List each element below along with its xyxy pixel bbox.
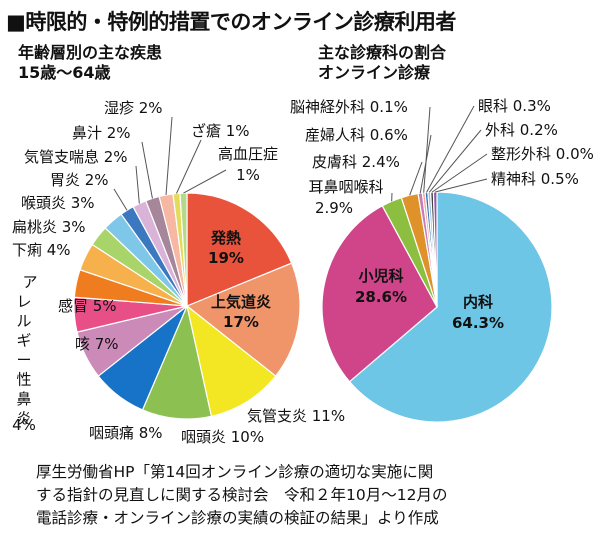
right-label-5-leader <box>423 106 431 193</box>
left-pie-slice-0 <box>186 192 293 307</box>
left-label-7-name-char-1: レ <box>16 293 31 311</box>
left-label-16-leader <box>183 169 227 194</box>
right-label-8-leader <box>431 153 488 193</box>
left-label-15-leader <box>176 139 202 194</box>
left-label-2-text: 気管支炎 11% <box>247 407 345 425</box>
left-label-14-leader <box>165 116 173 196</box>
right-label-0-name: 内科 <box>463 293 493 311</box>
left-chart-subtitle: 15歳〜64歳 <box>18 63 111 82</box>
right-chart-title: 主な診療科の割合 <box>318 43 447 62</box>
right-label-1-name: 小児科 <box>358 267 403 285</box>
left-label-14-text: 湿疹 2% <box>104 99 163 117</box>
left-label-12-text: 気管支喘息 2% <box>24 148 128 166</box>
left-label-7-value: 4% <box>12 416 36 434</box>
right-label-2-name: 耳鼻咽喉科 <box>308 178 383 196</box>
left-label-7-name-char-7: 炎 <box>16 410 31 428</box>
source-line-3: 電話診療・オンライン診療の実績の検証の結果」より作成 <box>36 509 439 527</box>
right-label-6-leader <box>426 105 475 193</box>
right-label-0-value: 64.3% <box>452 314 504 332</box>
left-label-16-name: 高血圧症 <box>218 145 278 163</box>
left-label-0-name: 発熱 <box>210 229 241 247</box>
left-label-8-text: 下痢 4% <box>12 241 71 259</box>
left-label-3-text: 咽頭炎 10% <box>181 428 264 446</box>
pie-labels: 発熱 19% 上気道炎 17% 気管支炎 11% 咽頭炎 10% 咽頭痛 8% 咳 7% 感冒 … <box>12 97 594 446</box>
left-pie-slice-16 <box>179 192 188 307</box>
right-label-9-leader <box>435 178 488 193</box>
left-label-7-name-char-5: 性 <box>16 371 31 389</box>
left-label-12-leader <box>135 165 140 204</box>
right-chart-subtitle: オンライン診療 <box>318 63 431 82</box>
left-label-6-text: 感冒 5% <box>58 297 117 315</box>
right-label-7-leader <box>428 129 482 193</box>
right-label-7-text: 外科 0.2% <box>485 121 558 139</box>
right-label-4-text: 産婦人科 0.6% <box>305 126 408 144</box>
left-label-11-leader <box>113 188 128 211</box>
left-label-7-name-char-3: ギ <box>16 332 31 350</box>
left-label-1-value: 17% <box>223 313 259 331</box>
left-pie-chart <box>73 192 301 420</box>
left-label-7-name-char-0: ア <box>22 273 37 291</box>
pie-charts: 発熱 19% 上気道炎 17% 気管支炎 11% 咽頭炎 10% 咽頭痛 8% 咳 7% 感冒 … <box>12 97 594 446</box>
left-label-16-value: 1% <box>236 166 260 184</box>
source-line-2: する指針の見直しに関する検討会 令和２年10月〜12月の <box>36 486 448 504</box>
left-label-1-name: 上気道炎 <box>211 293 271 311</box>
right-label-2-value: 2.9% <box>315 199 353 217</box>
left-label-5-text: 咳 7% <box>75 335 119 353</box>
right-label-8-text: 整形外科 0.0% <box>491 145 594 163</box>
left-label-10-text: 喉頭炎 3% <box>21 194 95 212</box>
left-label-15-text: ざ瘡 1% <box>191 122 250 140</box>
right-pie-slice-0 <box>348 191 553 423</box>
page-title: ■時限的・特例的措置でのオンライン診療利用者 <box>6 10 456 34</box>
left-label-7-name-char-6: 鼻 <box>16 390 31 408</box>
left-label-11-text: 胃炎 2% <box>50 171 109 189</box>
source-line-1: 厚生労働省HP「第14回オンライン診療の適切な実施に関 <box>36 463 434 481</box>
left-pie-slice-2 <box>186 304 277 418</box>
right-pie-chart <box>321 191 553 423</box>
left-label-13-leader <box>141 141 153 199</box>
source-note: 厚生労働省HP「第14回オンライン診療の適切な実施に関 する指針の見直しに関する… <box>36 461 592 530</box>
left-label-7-name-char-2: ル <box>16 312 31 330</box>
right-label-1-value: 28.6% <box>355 288 407 306</box>
left-label-9-text: 扁桃炎 3% <box>12 218 86 236</box>
right-label-3-text: 皮膚科 2.4% <box>312 153 400 171</box>
right-pie-slice-1 <box>321 205 438 383</box>
right-label-9-text: 精神科 0.5% <box>491 170 579 188</box>
left-label-0-value: 19% <box>208 249 244 267</box>
left-chart-title: 年齢層別の主な疾患 <box>18 43 163 62</box>
left-label-7-name-char-4: ー <box>16 351 31 369</box>
left-label-4-text: 咽頭痛 8% <box>89 424 163 442</box>
right-label-6-text: 眼科 0.3% <box>478 97 551 115</box>
right-label-3-leader <box>409 161 423 196</box>
left-label-13-text: 鼻汁 2% <box>72 124 131 142</box>
right-label-5-text: 脳神経外科 0.1% <box>290 98 408 116</box>
left-pie-slice-1 <box>185 262 301 377</box>
